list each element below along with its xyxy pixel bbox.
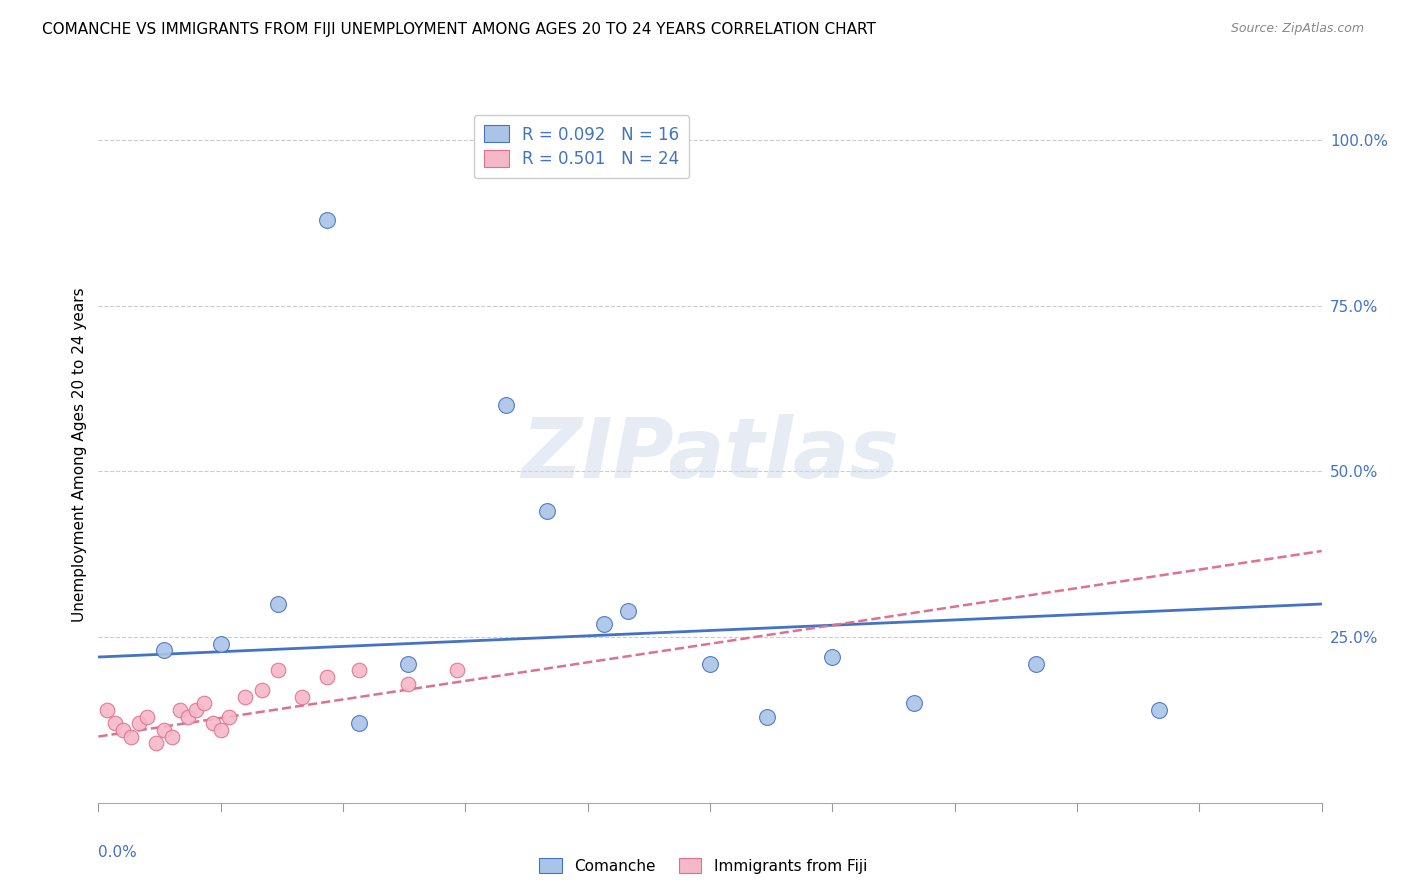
Point (396, 676, 419, 690)
Point (160, 730, 183, 744)
Y-axis label: Unemployment Among Ages 20 to 24 years: Unemployment Among Ages 20 to 24 years (72, 287, 87, 623)
Point (201, 716, 224, 731)
Point (177, 709, 200, 723)
Point (128, 716, 150, 731)
Point (152, 723, 174, 737)
Legend: Comanche, Immigrants from Fiji: Comanche, Immigrants from Fiji (533, 852, 873, 880)
Point (152, 643, 174, 657)
Point (145, 736, 167, 750)
Point (96, 703, 118, 717)
Point (250, 683, 273, 698)
Text: 0.0%: 0.0% (98, 845, 138, 860)
Point (617, 604, 640, 618)
Point (209, 637, 232, 651)
Point (593, 616, 616, 631)
Point (218, 709, 240, 723)
Point (315, 212, 337, 227)
Point (267, 663, 290, 677)
Point (186, 703, 208, 717)
Point (396, 657, 419, 671)
Point (193, 697, 215, 711)
Point (209, 723, 232, 737)
Point (349, 663, 371, 677)
Point (291, 690, 314, 704)
Point (169, 703, 191, 717)
Legend: R = 0.092   N = 16, R = 0.501   N = 24: R = 0.092 N = 16, R = 0.501 N = 24 (474, 115, 689, 178)
Point (349, 716, 371, 731)
Text: COMANCHE VS IMMIGRANTS FROM FIJI UNEMPLOYMENT AMONG AGES 20 TO 24 YEARS CORRELAT: COMANCHE VS IMMIGRANTS FROM FIJI UNEMPLO… (42, 22, 876, 37)
Point (699, 657, 721, 671)
Point (1147, 703, 1170, 717)
Point (1025, 657, 1047, 671)
Point (136, 709, 159, 723)
Point (111, 723, 134, 737)
Point (104, 716, 127, 731)
Point (756, 709, 779, 723)
Point (267, 597, 290, 611)
Point (446, 663, 468, 677)
Point (120, 730, 142, 744)
Point (821, 650, 844, 665)
Point (536, 504, 558, 518)
Point (315, 670, 337, 684)
Point (903, 697, 925, 711)
Point (233, 690, 256, 704)
Point (495, 398, 517, 412)
Text: ZIPatlas: ZIPatlas (522, 415, 898, 495)
Text: Source: ZipAtlas.com: Source: ZipAtlas.com (1230, 22, 1364, 36)
